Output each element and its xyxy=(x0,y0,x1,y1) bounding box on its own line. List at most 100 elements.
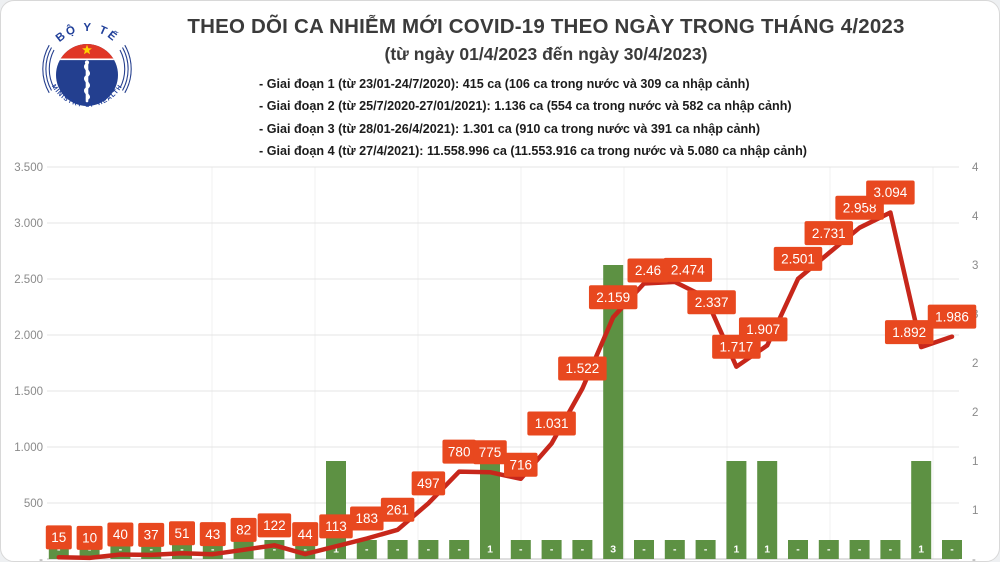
point-label-box-day-9 xyxy=(292,522,319,547)
point-label-box-day-22 xyxy=(687,290,736,315)
phase-2-line: - Giai đoạn 2 (từ 25/7/2020-27/01/2021):… xyxy=(259,99,792,114)
right-axis-tick: 4 xyxy=(972,162,979,174)
left-axis-tick: - xyxy=(39,554,43,562)
right-axis-tick: 2 xyxy=(972,358,978,370)
right-axis-tick: 1 xyxy=(972,505,978,517)
point-label-day-3: 40 xyxy=(113,527,128,542)
bar-label-day-26: - xyxy=(827,544,831,556)
point-label-box-day-16 xyxy=(504,452,538,477)
point-label-box-day-11 xyxy=(350,506,384,531)
point-label-box-day-8 xyxy=(257,513,292,538)
bar-label-day-20: - xyxy=(642,544,646,556)
bar-label-day-17: - xyxy=(550,544,554,556)
point-label-box-day-19 xyxy=(588,285,638,310)
bar-day-25 xyxy=(788,540,808,559)
point-label-day-24: 1.907 xyxy=(746,322,780,337)
point-label-day-22: 2.337 xyxy=(695,295,729,310)
phase-4-line: - Giai đoạn 4 (từ 27/4/2021): 11.558.996… xyxy=(259,143,808,158)
bar-day-26 xyxy=(818,540,839,559)
bar-label-day-4: - xyxy=(149,544,153,556)
point-label-box-day-6 xyxy=(199,522,226,547)
point-label-day-10: 113 xyxy=(325,519,347,534)
bar-label-day-11: - xyxy=(365,544,369,556)
phase-1-line: - Giai đoạn 1 (từ 23/01-24/7/2020): 415 … xyxy=(259,77,750,91)
point-label-day-11: 183 xyxy=(356,511,379,526)
right-axis-tick: 3 xyxy=(972,260,978,272)
point-label-day-14: 780 xyxy=(448,444,471,459)
point-label-box-day-28 xyxy=(866,180,915,205)
right-axis-tick: - xyxy=(972,554,976,562)
point-label-day-5: 51 xyxy=(174,526,189,541)
right-axis-tick: 4 xyxy=(972,211,979,223)
logo-star-icon xyxy=(82,44,92,55)
bar-label-day-6: - xyxy=(211,544,215,556)
bar-label-day-19: 3 xyxy=(610,544,616,556)
point-label-box-day-30 xyxy=(927,304,977,329)
point-label-day-30: 1.986 xyxy=(935,309,969,324)
bar-label-day-23: 1 xyxy=(733,544,739,556)
logo-asclepius-icon xyxy=(84,60,90,103)
point-label-day-25: 2.501 xyxy=(781,252,815,267)
point-label-day-21: 2.474 xyxy=(671,263,705,278)
left-axis-tick: 2.500 xyxy=(14,274,43,286)
bar-day-23 xyxy=(726,461,747,559)
bar-label-day-27: - xyxy=(858,544,862,556)
bar-label-day-10: 1 xyxy=(333,544,339,556)
bar-day-11 xyxy=(356,540,377,559)
bar-day-17 xyxy=(541,540,562,559)
point-label-box-day-1 xyxy=(45,525,72,550)
point-label-box-day-29 xyxy=(884,320,934,345)
chart-subtitle: (từ ngày 01/4/2023 đến ngày 30/4/2023) xyxy=(384,44,708,64)
bar-day-29 xyxy=(911,461,932,559)
point-label-day-15: 775 xyxy=(479,445,502,460)
point-label-box-day-4 xyxy=(138,522,165,547)
point-label-day-1: 15 xyxy=(51,530,66,545)
bar-label-day-15: 1 xyxy=(487,544,493,556)
bar-label-day-13: - xyxy=(427,544,431,556)
point-label-day-29: 1.892 xyxy=(892,325,926,340)
bar-day-24 xyxy=(757,461,778,559)
bar-day-20 xyxy=(634,540,654,559)
phase-3-line: - Giai đoạn 3 (từ 28/01-26/4/2021): 1.30… xyxy=(259,121,761,136)
bar-label-day-8: - xyxy=(273,544,277,556)
point-label-day-26: 2.731 xyxy=(812,226,846,241)
point-label-box-day-21 xyxy=(663,257,713,282)
point-label-day-19: 2.159 xyxy=(596,290,630,305)
left-axis-tick: 3.500 xyxy=(14,162,43,174)
left-axis-tick: 1.500 xyxy=(14,386,43,398)
ministry-of-health-logo: BỘ Y TẾ MINISTRY OF HEALTH xyxy=(42,22,132,109)
bar-day-18 xyxy=(572,540,593,559)
point-label-box-day-14 xyxy=(442,439,476,464)
point-label-box-day-18 xyxy=(558,356,607,381)
point-label-day-12: 261 xyxy=(386,502,409,517)
bar-day-28 xyxy=(880,540,901,559)
point-label-box-day-15 xyxy=(473,440,507,465)
right-axis-tick: 2 xyxy=(972,407,978,419)
bar-label-day-14: - xyxy=(457,544,461,556)
point-label-box-day-10 xyxy=(319,514,353,539)
bar-label-day-22: - xyxy=(704,544,708,556)
bar-label-day-1: - xyxy=(57,544,61,556)
point-label-day-7: 82 xyxy=(236,523,251,538)
bar-label-day-25: - xyxy=(796,544,800,556)
point-label-day-13: 497 xyxy=(417,476,440,491)
bar-day-12 xyxy=(387,540,408,559)
point-label-box-day-20 xyxy=(627,258,669,283)
bar-day-19 xyxy=(603,265,624,559)
point-label-box-day-3 xyxy=(107,522,134,547)
bar-day-22 xyxy=(695,540,716,559)
chart-title: THEO DÕI CA NHIỄM MỚI COVID-19 THEO NGÀY… xyxy=(187,15,905,38)
point-label-day-6: 43 xyxy=(205,527,220,542)
bar-label-day-28: - xyxy=(889,544,893,556)
point-label-day-17: 1.031 xyxy=(535,416,569,431)
point-label-day-4: 37 xyxy=(144,528,159,543)
bar-label-day-16: - xyxy=(519,544,523,556)
point-label-box-day-2 xyxy=(76,525,103,550)
point-label-box-day-26 xyxy=(804,221,854,246)
bar-day-21 xyxy=(664,540,685,559)
point-label-box-day-7 xyxy=(230,517,257,542)
point-label-box-day-12 xyxy=(380,497,415,522)
bar-day-27 xyxy=(849,540,870,559)
